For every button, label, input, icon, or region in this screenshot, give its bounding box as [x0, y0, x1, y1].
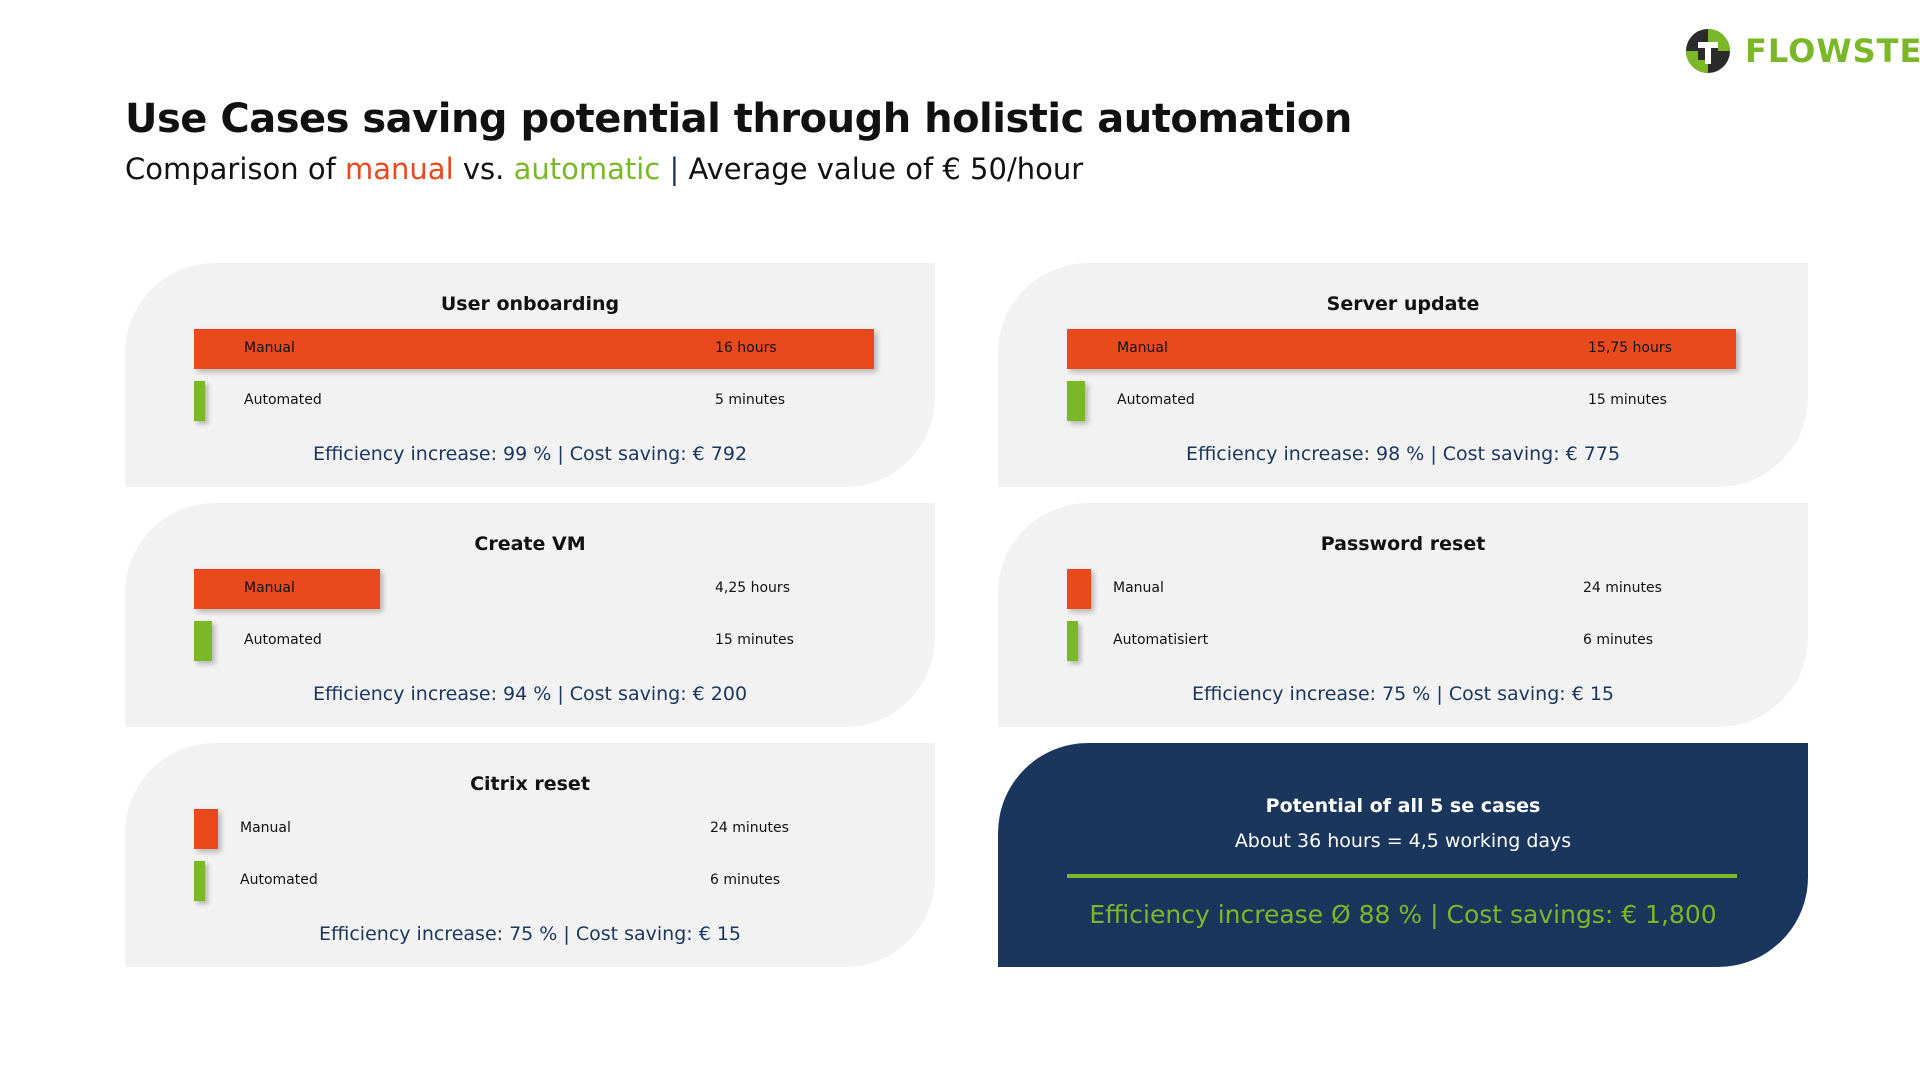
- automated-bar: [1067, 621, 1079, 661]
- automated-value: 6 minutes: [710, 872, 781, 888]
- subtitle-automatic: automatic: [513, 152, 661, 186]
- summary-efficiency: Efficiency increase Ø 88 % | Cost saving…: [1089, 900, 1717, 929]
- efficiency-text: Efficiency increase: 94 % | Cost saving:…: [312, 683, 748, 705]
- manual-value: 15,75 hours: [1588, 340, 1672, 356]
- manual-label: Manual: [1117, 340, 1168, 356]
- summary-card: Potential of all 5 se cases About 36 hou…: [998, 743, 1808, 967]
- logo: FLOWSTER: [1685, 28, 1920, 74]
- subtitle-separator: |: [660, 152, 689, 186]
- summary-divider: [1067, 874, 1737, 878]
- summary-title: Potential of all 5 se cases: [1265, 795, 1541, 817]
- subtitle-suffix: Average value of € 50/hour: [688, 152, 1084, 186]
- efficiency-text: Efficiency increase: 75 % | Cost saving:…: [318, 923, 742, 945]
- use-case-card: User onboarding Manual 16 hours Automated 5 …: [125, 263, 935, 487]
- automated-label: Automated: [244, 632, 322, 648]
- efficiency-text: Efficiency increase: 98 % | Cost saving:…: [1185, 443, 1621, 465]
- page-subtitle: Comparison of manual vs. automatic | Ave…: [125, 152, 1083, 186]
- automated-value: 15 minutes: [1588, 392, 1667, 408]
- card-title: Create VM: [474, 533, 586, 555]
- logo-text: FLOWSTER: [1745, 32, 1920, 70]
- manual-value: 16 hours: [715, 340, 777, 356]
- manual-bar: [194, 569, 380, 609]
- automated-label: Automatisiert: [1113, 632, 1209, 648]
- subtitle-vs: vs.: [453, 152, 514, 186]
- card-title: Citrix reset: [470, 773, 590, 795]
- manual-label: Manual: [244, 340, 295, 356]
- manual-bar: [1067, 569, 1091, 609]
- manual-value: 24 minutes: [710, 820, 789, 836]
- flowster-logo-icon: [1686, 29, 1730, 73]
- automated-label: Automated: [244, 392, 322, 408]
- automated-bar: [194, 621, 212, 661]
- subtitle-manual: manual: [345, 152, 454, 186]
- manual-bar: [194, 329, 874, 369]
- card-title: Password reset: [1320, 533, 1486, 555]
- automated-label: Automated: [240, 872, 318, 888]
- manual-label: Manual: [240, 820, 291, 836]
- automated-value: 6 minutes: [1583, 632, 1654, 648]
- efficiency-text: Efficiency increase: 99 % | Cost saving:…: [312, 443, 748, 465]
- use-case-card: Password reset Manual 24 minutes Automatisi…: [998, 503, 1808, 727]
- manual-label: Manual: [1113, 580, 1164, 596]
- automated-bar: [194, 381, 205, 421]
- automated-value: 15 minutes: [715, 632, 794, 648]
- manual-bar: [1067, 329, 1737, 369]
- use-case-card: Server update Manual 15,75 hours Automated 1…: [998, 263, 1808, 487]
- manual-value: 24 minutes: [1583, 580, 1662, 596]
- use-case-card: Citrix reset Manual 24 minutes Automated 6 m…: [125, 743, 935, 967]
- manual-value: 4,25 hours: [715, 580, 790, 596]
- card-title: User onboarding: [440, 293, 620, 315]
- card-title: Server update: [1326, 293, 1480, 315]
- automated-value: 5 minutes: [715, 392, 786, 408]
- summary-subtitle: About 36 hours = 4,5 working days: [1234, 830, 1572, 852]
- automated-bar: [194, 861, 206, 901]
- page-title: Use Cases saving potential through holis…: [125, 96, 1352, 142]
- subtitle-prefix: Comparison of: [125, 152, 346, 186]
- manual-bar: [194, 809, 218, 849]
- manual-label: Manual: [244, 580, 295, 596]
- use-case-card: Create VM Manual 4,25 hours Automated 15 min…: [125, 503, 935, 727]
- automated-bar: [1067, 381, 1085, 421]
- efficiency-text: Efficiency increase: 75 % | Cost saving:…: [1191, 683, 1615, 705]
- automated-label: Automated: [1117, 392, 1195, 408]
